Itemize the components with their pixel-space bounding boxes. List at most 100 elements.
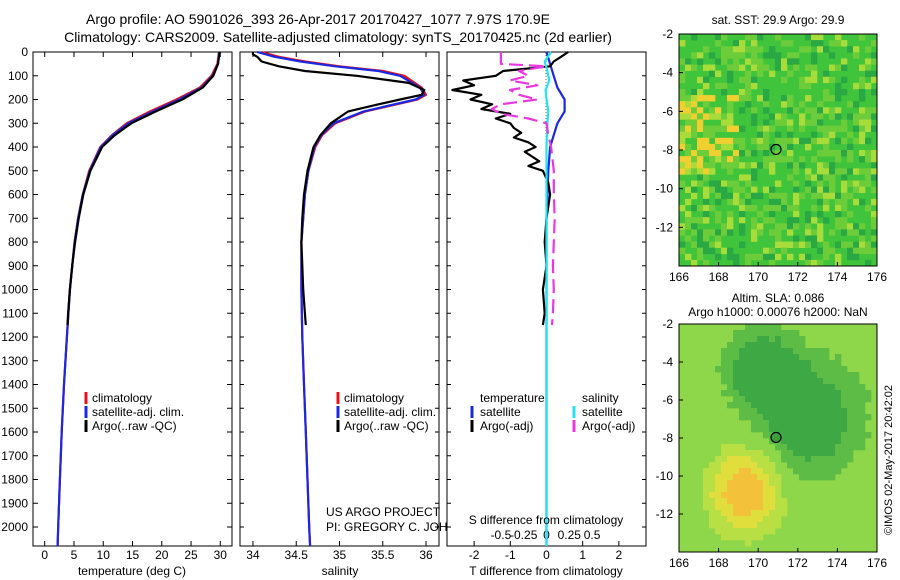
heatmap-cell — [703, 498, 710, 505]
heatmap-cell — [733, 510, 740, 517]
heatmap-cell — [841, 241, 848, 248]
heatmap-cell — [775, 492, 782, 499]
temperature-panel: 0100200300400500600700800900100011001200… — [1, 45, 233, 578]
heatmap-cell — [817, 474, 824, 481]
depth-tick-label: 2000 — [1, 520, 28, 534]
heatmap-cell — [679, 88, 686, 96]
heatmap-cell — [841, 414, 848, 421]
heatmap-cell — [727, 456, 734, 463]
heatmap-cell — [763, 522, 770, 529]
heatmap-cell — [859, 150, 866, 157]
heatmap-cell — [865, 107, 872, 114]
heatmap-cell — [841, 223, 848, 230]
heatmap-cell — [781, 342, 788, 349]
heatmap-cell — [835, 450, 842, 457]
heatmap-cell — [781, 456, 788, 463]
heatmap-cell — [847, 101, 854, 108]
heatmap-cell — [817, 432, 824, 439]
heatmap-cell — [763, 498, 770, 505]
heatmap-cell — [745, 396, 752, 403]
heatmap-cell — [727, 468, 734, 475]
heatmap-cell — [817, 462, 824, 469]
heatmap-cell — [739, 217, 746, 224]
heatmap-cell — [727, 125, 734, 132]
heatmap-cell — [871, 107, 878, 114]
heatmap-cell — [769, 372, 776, 379]
heatmap-cell — [775, 52, 782, 59]
heatmap-cell — [769, 426, 776, 433]
heatmap-cell — [853, 414, 860, 421]
heatmap-cell — [721, 504, 728, 511]
heatmap-cell — [805, 259, 812, 267]
heatmap-cell — [757, 456, 764, 463]
heatmap-cell — [745, 474, 752, 481]
heatmap-cell — [727, 348, 734, 355]
heatmap-cell — [871, 162, 878, 169]
heatmap-cell — [751, 348, 758, 355]
heatmap-cell — [859, 113, 866, 120]
heatmap-cell — [805, 414, 812, 421]
heatmap-cell — [721, 456, 728, 463]
heatmap-cell — [745, 492, 752, 499]
heatmap-cell — [715, 82, 722, 90]
heatmap-cell — [775, 241, 782, 248]
map-y-tick-label: -2 — [662, 27, 673, 41]
heatmap-cell — [793, 186, 800, 194]
heatmap-cell — [847, 396, 854, 403]
heatmap-cell — [739, 95, 746, 102]
heatmap-cell — [811, 156, 818, 163]
heatmap-cell — [829, 402, 836, 409]
heatmap-cell — [829, 432, 836, 439]
heatmap-cell — [823, 107, 830, 114]
depth-tick-label: 200 — [8, 93, 28, 107]
heatmap-cell — [859, 396, 866, 403]
heatmap-cell — [799, 408, 806, 415]
x-tick-label: 5 — [71, 548, 78, 562]
heatmap-cell — [745, 348, 752, 355]
heatmap-cell — [763, 95, 770, 102]
map-y-tick-label: -10 — [656, 469, 674, 483]
heatmap-cell — [871, 168, 878, 175]
heatmap-cell — [703, 504, 710, 511]
heatmap-cell — [805, 217, 812, 224]
heatmap-cell — [847, 241, 854, 248]
heatmap-cell — [781, 384, 788, 391]
heatmap-cell — [751, 119, 758, 126]
heatmap-cell — [829, 180, 836, 187]
heatmap-cell — [751, 204, 758, 212]
heatmap-cell — [799, 456, 806, 463]
depth-tick-label: 300 — [8, 116, 28, 130]
heatmap-cell — [763, 156, 770, 163]
heatmap-cell — [847, 438, 854, 445]
heatmap-cell — [859, 88, 866, 96]
heatmap-cell — [721, 534, 728, 541]
heatmap-cell — [841, 119, 848, 126]
map-y-tick-label: -6 — [662, 393, 673, 407]
series-line-argo-raw-qc- — [66, 51, 221, 326]
heatmap-cell — [733, 492, 740, 499]
heatmap-cell — [823, 137, 830, 145]
heatmap-cell — [829, 64, 836, 71]
heatmap-cell — [775, 131, 782, 139]
sla-argo-location-marker — [770, 431, 782, 444]
heatmap-cell — [817, 444, 824, 451]
heatmap-cell — [727, 504, 734, 511]
heatmap-cell — [709, 64, 716, 71]
s-difference-label: S difference from climatology — [469, 513, 624, 527]
heatmap-cell — [793, 52, 800, 59]
heatmap-cell — [685, 113, 692, 120]
heatmap-cell — [829, 95, 836, 102]
heatmap-cell — [733, 330, 740, 337]
heatmap-cell — [811, 217, 818, 224]
heatmap-cell — [811, 360, 818, 367]
heatmap-cell — [745, 522, 752, 529]
heatmap-cell — [757, 360, 764, 367]
heatmap-cell — [721, 372, 728, 379]
heatmap-cell — [709, 70, 716, 78]
heatmap-cell — [811, 420, 818, 427]
heatmap-cell — [769, 186, 776, 194]
salinity-frame — [239, 51, 440, 547]
heatmap-cell — [865, 247, 872, 255]
heatmap-cell — [733, 480, 740, 487]
heatmap-cell — [751, 52, 758, 59]
